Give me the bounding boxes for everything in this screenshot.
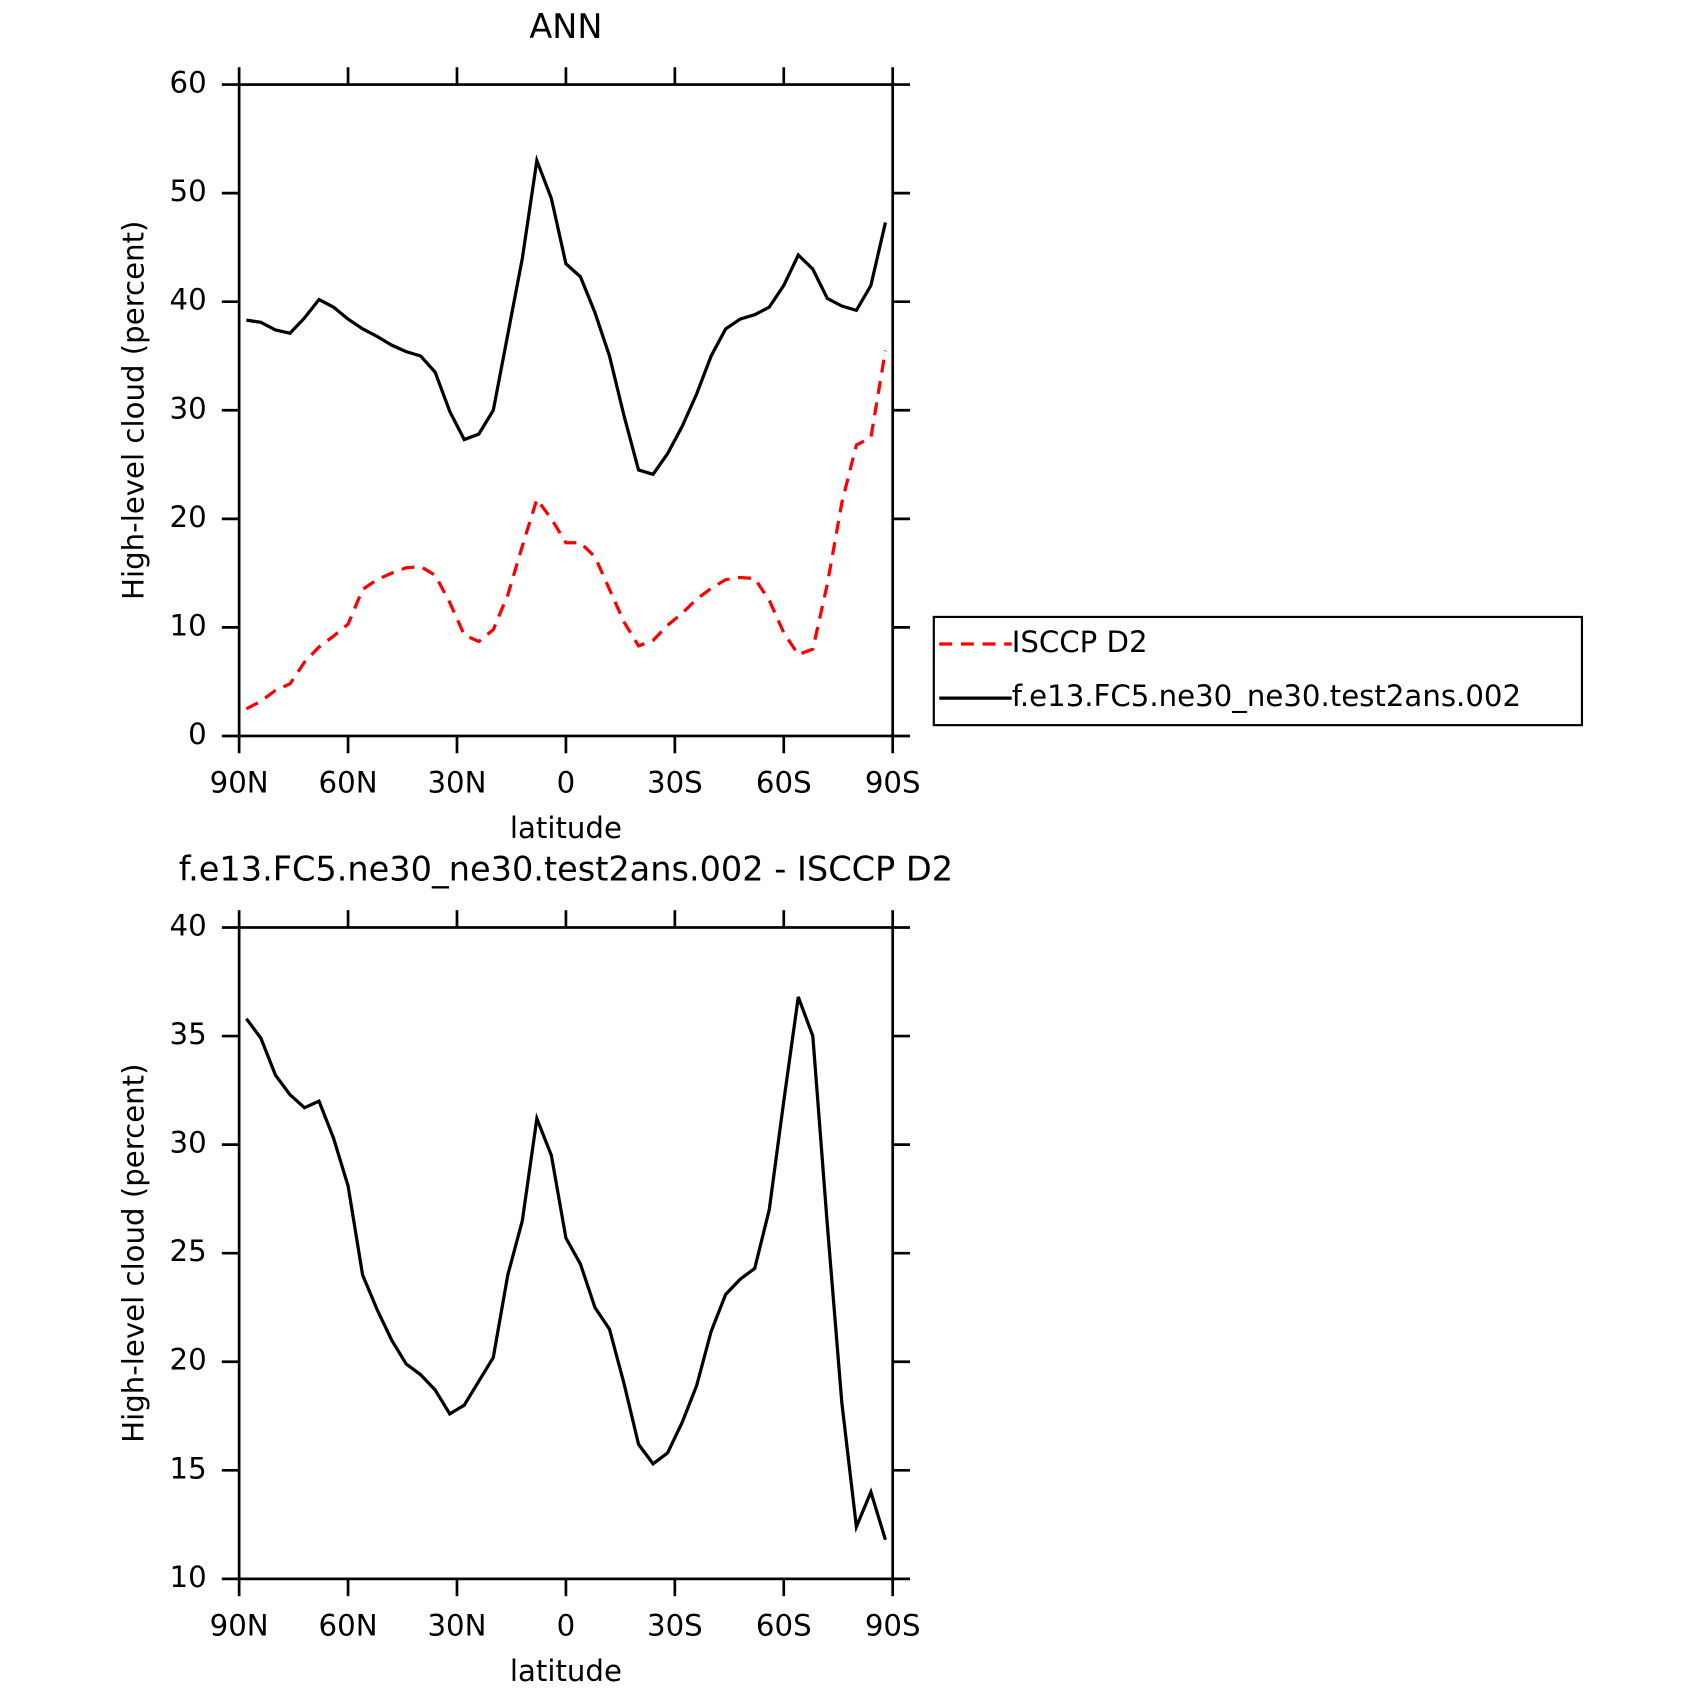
y-tick-label: 40 <box>169 908 206 942</box>
data-line <box>246 154 888 477</box>
y-tick-label: 35 <box>169 1017 206 1051</box>
x-tick-label: 60S <box>756 1609 812 1643</box>
x-tick-label: 30S <box>647 766 703 800</box>
x-tick-label: 0 <box>557 766 576 800</box>
chart-title: f.e13.FC5.ne30_ne30.test2ans.002 - ISCCP… <box>179 850 953 889</box>
legend-label: ISCCP D2 <box>1012 625 1148 659</box>
x-axis-label: latitude <box>510 811 622 845</box>
x-tick-label: 0 <box>557 1609 576 1643</box>
y-tick-label: 20 <box>169 500 206 534</box>
y-tick-label: 25 <box>169 1234 206 1268</box>
x-tick-label: 60S <box>756 766 812 800</box>
plot-frame <box>237 83 895 738</box>
legend-box <box>932 615 1584 727</box>
x-tick-label: 30N <box>427 1609 486 1643</box>
x-tick-label: 90S <box>865 766 921 800</box>
chart-title: ANN <box>529 7 602 46</box>
legend: ISCCP D2 f.e13.FC5.ne30_ne30.test2ans.002 <box>932 615 1584 727</box>
x-axis-label: latitude <box>510 1654 622 1688</box>
x-tick-label: 90S <box>865 1609 921 1643</box>
y-tick-label: 0 <box>188 717 207 751</box>
data-line <box>245 350 888 711</box>
y-tick-label: 30 <box>169 391 206 425</box>
y-tick-label: 30 <box>169 1126 206 1160</box>
x-tick-label: 30S <box>647 1609 703 1643</box>
y-tick-label: 20 <box>169 1343 206 1377</box>
legend-label: f.e13.FC5.ne30_ne30.test2ans.002 <box>1012 679 1521 713</box>
y-tick-label: 10 <box>169 608 206 642</box>
y-tick-label: 40 <box>169 283 206 317</box>
x-tick-label: 60N <box>319 766 378 800</box>
data-line <box>245 996 887 1541</box>
y-tick-label: 10 <box>169 1560 206 1594</box>
y-axis-label: High-level cloud (percent) <box>116 221 150 600</box>
y-axis-label: High-level cloud (percent) <box>116 1063 150 1442</box>
x-tick-label: 90N <box>210 1609 269 1643</box>
y-tick-label: 50 <box>169 174 206 208</box>
x-tick-label: 90N <box>210 766 269 800</box>
x-tick-label: 30N <box>427 766 486 800</box>
y-tick-label: 60 <box>169 66 206 100</box>
y-tick-label: 15 <box>169 1451 206 1485</box>
x-tick-label: 60N <box>319 1609 378 1643</box>
plot-frame <box>237 926 895 1581</box>
